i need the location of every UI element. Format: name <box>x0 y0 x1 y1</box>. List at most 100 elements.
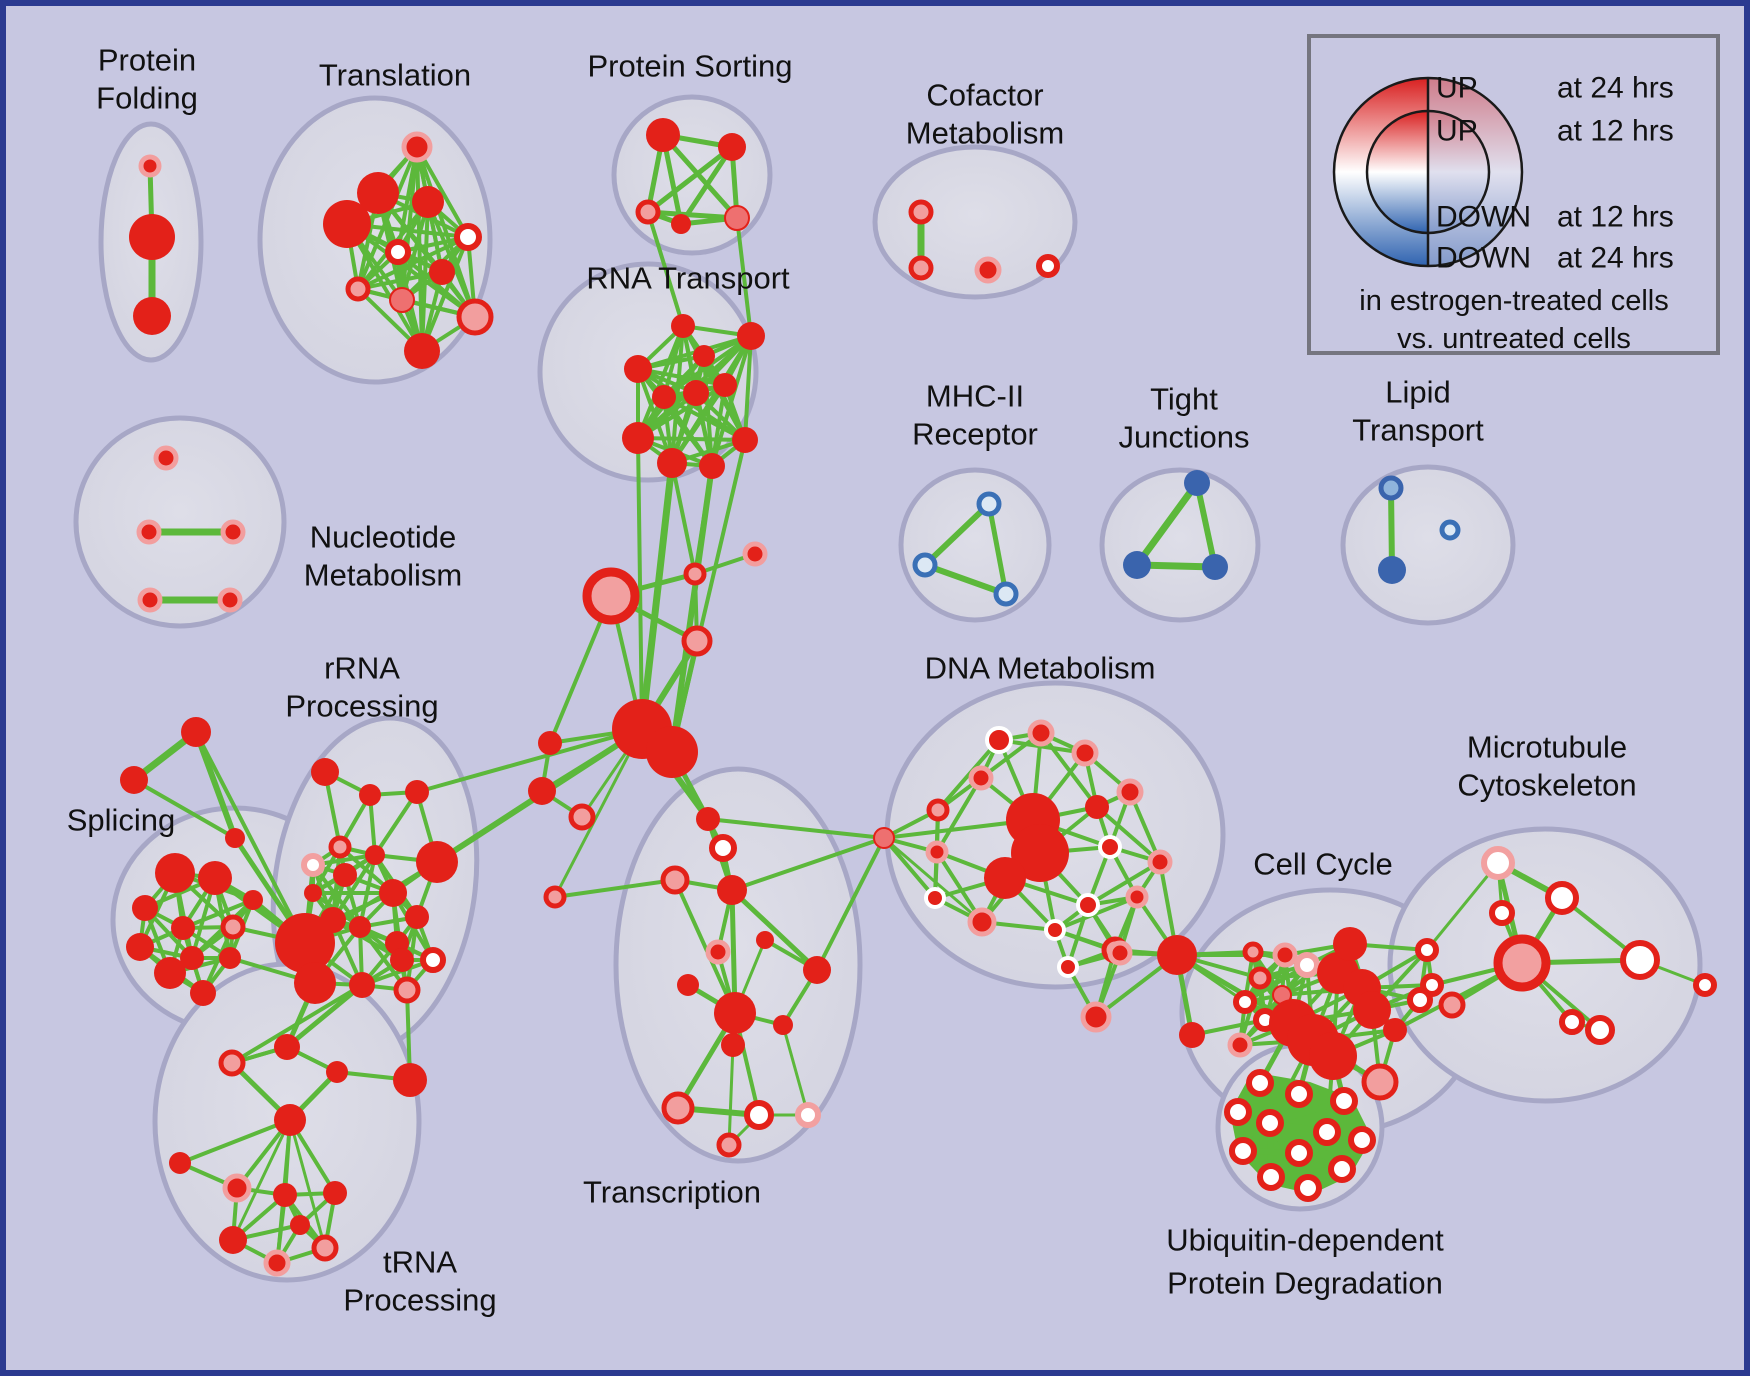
gene-node-dna <box>924 887 946 909</box>
gene-node-ubiquitin <box>1294 1174 1322 1202</box>
gene-node-microtubule <box>1489 900 1515 926</box>
network-edge <box>729 887 820 973</box>
gene-node-ubiquitin <box>1224 1098 1252 1126</box>
gene-node-trna <box>290 1215 310 1235</box>
cluster-label-cofactor: Cofactor <box>926 78 1043 113</box>
gene-node-proteinFolding <box>133 297 171 335</box>
gene-node-translation <box>401 131 433 163</box>
gene-node-translation <box>456 298 494 336</box>
gene-node-transcription <box>543 885 567 909</box>
gene-node-splicing <box>155 853 195 893</box>
gene-node-dna <box>1107 940 1133 966</box>
network-edge <box>356 270 444 291</box>
gene-node-cellcycle <box>1383 1018 1407 1042</box>
gene-node-trna <box>169 1152 191 1174</box>
cluster-label-mhc: Receptor <box>912 417 1038 452</box>
network-edge <box>230 983 364 1065</box>
gene-node-splicing <box>180 946 204 970</box>
gene-node-rnaTransport <box>657 448 687 478</box>
gene-node-tight <box>1123 551 1151 579</box>
network-edge <box>670 354 706 465</box>
cluster-label-rnaTransport: RNA Transport <box>586 261 790 296</box>
network-edge <box>670 461 697 576</box>
gene-node-ubiquitin <box>1348 1126 1376 1154</box>
legend-direction-1: UP <box>1436 115 1478 148</box>
gene-node-transcription <box>717 875 747 905</box>
cluster-label-proteinSorting: Protein Sorting <box>587 49 792 84</box>
legend-time-1: at 12 hrs <box>1557 115 1674 148</box>
network-edge <box>638 459 676 733</box>
gene-node-dna <box>968 765 994 791</box>
gene-node-translation <box>454 223 482 251</box>
network-edge <box>373 790 419 857</box>
cluster-label-microtubule: Cytoskeleton <box>1457 768 1636 803</box>
gene-node-dna <box>1098 835 1122 859</box>
gene-node-rrna <box>333 863 357 887</box>
gene-node-lipid <box>1378 556 1406 584</box>
gene-node-rrna <box>393 976 421 1004</box>
gene-node-transcription <box>756 931 774 949</box>
gene-node-bridge1 <box>181 717 211 747</box>
legend-time-2: at 12 hrs <box>1557 201 1674 234</box>
gene-node-dna <box>1157 935 1197 975</box>
gene-node-ubiquitin <box>1285 1080 1313 1108</box>
legend-caption-0: in estrogen-treated cells <box>1359 285 1669 317</box>
gene-node-ubiquitin <box>1256 1109 1284 1137</box>
gene-node-trna <box>323 1181 347 1205</box>
gene-node-mhc <box>912 552 938 578</box>
gene-node-translation <box>389 287 415 313</box>
network-edge <box>1425 861 1500 952</box>
network-edge <box>194 730 307 945</box>
network-edge <box>730 836 886 892</box>
cluster-label-nucleotide: Metabolism <box>304 558 463 593</box>
gene-node-center <box>683 562 707 586</box>
cluster-label-tight: Junctions <box>1119 420 1250 455</box>
gene-node-nucleotide <box>220 519 246 545</box>
network-edge <box>936 738 1001 812</box>
gene-node-splicing <box>198 861 232 895</box>
cluster-label-ubiquitin: Protein Degradation <box>1167 1266 1443 1301</box>
gene-node-transcription <box>661 1091 695 1125</box>
gene-node-cellcycle <box>1242 941 1264 963</box>
gene-node-dna <box>1116 778 1144 806</box>
gene-node-rrna <box>304 884 322 902</box>
network-edge <box>670 383 727 465</box>
cluster-label-cofactor: Metabolism <box>906 116 1065 151</box>
network-edge <box>193 729 238 841</box>
gene-node-trna <box>274 1104 306 1136</box>
gene-node-rrna <box>349 972 375 998</box>
gene-node-transcription <box>696 807 720 831</box>
network-edge <box>882 836 937 900</box>
gene-node-trna <box>274 1034 300 1060</box>
network-edge <box>178 1118 292 1165</box>
gene-node-microtubule <box>1585 1015 1615 1045</box>
network-edge <box>986 501 1009 597</box>
legend: UP at 24 hrs UP at 12 hrs DOWN at 12 hrs DOWN a… <box>1307 34 1720 355</box>
network-edge <box>743 334 753 442</box>
gene-node-rnaTransport <box>713 373 737 397</box>
gene-node-cellcycle <box>1309 1032 1357 1080</box>
gene-node-dna <box>1080 1001 1112 1033</box>
gene-node-cellcycle <box>1272 942 1298 968</box>
gene-node-dna <box>1011 824 1069 882</box>
gene-node-rnaTransport <box>693 345 715 367</box>
network-edge <box>997 738 1087 755</box>
gene-node-dna <box>967 907 997 937</box>
gene-node-rnaTransport <box>737 322 765 350</box>
gene-node-splicing <box>190 980 216 1006</box>
network-edge <box>1086 860 1162 907</box>
gene-node-lipid <box>1378 475 1404 501</box>
gene-node-proteinSorting <box>635 199 661 225</box>
gene-node-translation <box>345 276 371 302</box>
network-edge <box>646 210 685 328</box>
gene-node-cellcycle <box>1248 966 1272 990</box>
gene-node-cellcycle <box>1415 938 1439 962</box>
network-edge <box>636 436 747 442</box>
network-edge <box>132 778 237 840</box>
network-edge <box>415 145 470 239</box>
gene-node-rrna <box>420 947 446 973</box>
network-edge <box>735 216 753 338</box>
gene-node-dna <box>1125 885 1149 909</box>
